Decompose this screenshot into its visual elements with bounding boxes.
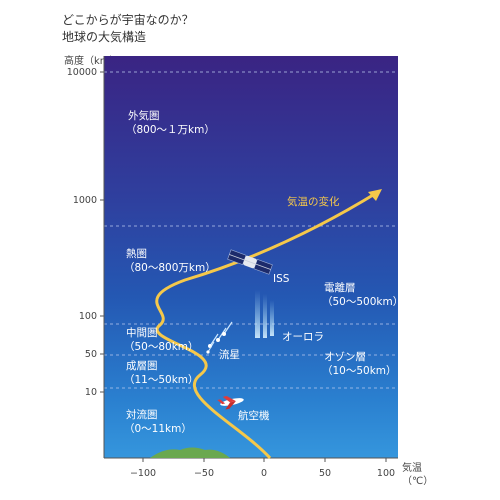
- iss-label: ISS: [273, 273, 290, 285]
- x-tick-marks: [142, 458, 387, 462]
- y-tick-100: 100: [79, 311, 97, 322]
- ionosphere-name: 電離層: [324, 281, 356, 294]
- layer-name-stratosphere: 成層圏: [126, 360, 158, 372]
- temperature-curve-arrowhead: [368, 189, 382, 201]
- meteor-illustration: [206, 321, 233, 354]
- x-axis-label-line1: 気温: [402, 463, 422, 474]
- x-tick-minus50: −50: [194, 468, 214, 479]
- layer-range-mesosphere: （50～80km）: [124, 341, 199, 353]
- altitude-gridlines: [104, 71, 398, 389]
- page-title: どこからが宇宙なのか？: [62, 13, 194, 27]
- airplane-illustration: [217, 395, 244, 410]
- aurora-label: オーロラ: [282, 331, 324, 343]
- layer-name-troposphere: 対流圏: [126, 408, 158, 421]
- layer-name-thermosphere: 熱圏: [126, 247, 147, 260]
- ground-hills: [150, 447, 230, 458]
- y-axis-label: 高度（km）: [64, 56, 120, 67]
- y-tick-10000: 10000: [67, 67, 97, 78]
- y-tick-marks: [100, 71, 104, 393]
- x-axis-label-line2: （℃）: [402, 476, 434, 487]
- layer-range-stratosphere: （11～50km）: [124, 374, 199, 386]
- layer-name-exosphere: 外気圏: [128, 109, 160, 122]
- y-tick-1000: 1000: [73, 195, 97, 206]
- page-subtitle: 地球の大気構造: [62, 30, 147, 44]
- iss-illustration: [227, 249, 273, 275]
- x-tick-minus100: −100: [130, 468, 156, 479]
- x-tick-0: 0: [261, 468, 267, 479]
- ozone-range: （10～50km）: [322, 365, 397, 377]
- temperature-curve-label: 気温の変化: [287, 195, 340, 208]
- aurora-illustration: [255, 290, 274, 338]
- x-tick-50: 50: [319, 468, 331, 479]
- ionosphere-range: （50～500km）: [322, 296, 403, 308]
- x-axis-label: 気温 （℃）: [402, 462, 433, 488]
- layer-name-mesosphere: 中間圏: [126, 326, 158, 339]
- airplane-label: 航空機: [238, 409, 270, 422]
- ozone-name: オゾン層: [324, 351, 366, 363]
- layer-range-troposphere: （0～11km）: [124, 423, 192, 435]
- y-tick-50: 50: [85, 349, 97, 360]
- layer-range-thermosphere: （80～800万km）: [124, 262, 216, 274]
- layer-range-exosphere: （800～１万km）: [126, 124, 215, 136]
- y-tick-10: 10: [85, 387, 97, 398]
- meteor-label: 流星: [219, 348, 240, 361]
- x-tick-100: 100: [377, 468, 395, 479]
